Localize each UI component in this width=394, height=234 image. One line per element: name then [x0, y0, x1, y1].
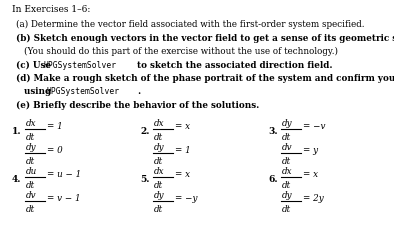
Text: dt: dt [26, 180, 35, 190]
Text: (d) Make a rough sketch of the phase portrait of the system and confirm your ans: (d) Make a rough sketch of the phase por… [16, 74, 394, 83]
Text: dy: dy [282, 120, 293, 128]
Text: = x: = x [175, 122, 190, 131]
Text: dt: dt [282, 205, 291, 213]
Text: 2.: 2. [140, 127, 149, 135]
Text: dt: dt [282, 132, 291, 142]
Text: In Exercises 1–6:: In Exercises 1–6: [12, 5, 90, 14]
Text: = y: = y [303, 146, 318, 155]
Text: = 1: = 1 [175, 146, 191, 155]
Text: (c) Use: (c) Use [16, 61, 54, 69]
Text: dt: dt [26, 157, 35, 165]
Text: dy: dy [282, 191, 293, 201]
Text: = u − 1: = u − 1 [47, 170, 81, 179]
Text: HPGSystemSolver: HPGSystemSolver [44, 61, 117, 69]
Text: = x: = x [303, 170, 318, 179]
Text: = −v: = −v [303, 122, 325, 131]
Text: dy: dy [26, 143, 37, 153]
Text: dt: dt [154, 180, 163, 190]
Text: .: . [137, 88, 140, 96]
Text: du: du [26, 168, 37, 176]
Text: dx: dx [26, 120, 37, 128]
Text: (a) Determine the vector field associated with the first-order system specified.: (a) Determine the vector field associate… [16, 20, 364, 29]
Text: = 1: = 1 [47, 122, 63, 131]
Text: dt: dt [26, 132, 35, 142]
Text: dx: dx [282, 168, 292, 176]
Text: 1.: 1. [12, 127, 22, 135]
Text: (You should do this part of the exercise without the use of technology.): (You should do this part of the exercise… [24, 47, 338, 56]
Text: = 0: = 0 [47, 146, 63, 155]
Text: HPGSystemSolver: HPGSystemSolver [47, 88, 120, 96]
Text: (e) Briefly describe the behavior of the solutions.: (e) Briefly describe the behavior of the… [16, 101, 259, 110]
Text: = x: = x [175, 170, 190, 179]
Text: dt: dt [26, 205, 35, 213]
Text: = v − 1: = v − 1 [47, 194, 81, 203]
Text: dt: dt [154, 205, 163, 213]
Text: = 2y: = 2y [303, 194, 324, 203]
Text: dx: dx [154, 120, 165, 128]
Text: dv: dv [282, 143, 293, 153]
Text: dv: dv [26, 191, 37, 201]
Text: (b) Sketch enough vectors in the vector field to get a sense of its geometric st: (b) Sketch enough vectors in the vector … [16, 33, 394, 43]
Text: dy: dy [154, 143, 165, 153]
Text: 5.: 5. [140, 175, 149, 183]
Text: = −y: = −y [175, 194, 197, 203]
Text: 4.: 4. [12, 175, 22, 183]
Text: 6.: 6. [268, 175, 278, 183]
Text: 3.: 3. [268, 127, 278, 135]
Text: dx: dx [154, 168, 165, 176]
Text: using: using [24, 88, 54, 96]
Text: dt: dt [282, 180, 291, 190]
Text: dt: dt [154, 157, 163, 165]
Text: dt: dt [282, 157, 291, 165]
Text: dy: dy [154, 191, 165, 201]
Text: to sketch the associated direction field.: to sketch the associated direction field… [134, 61, 333, 69]
Text: dt: dt [154, 132, 163, 142]
